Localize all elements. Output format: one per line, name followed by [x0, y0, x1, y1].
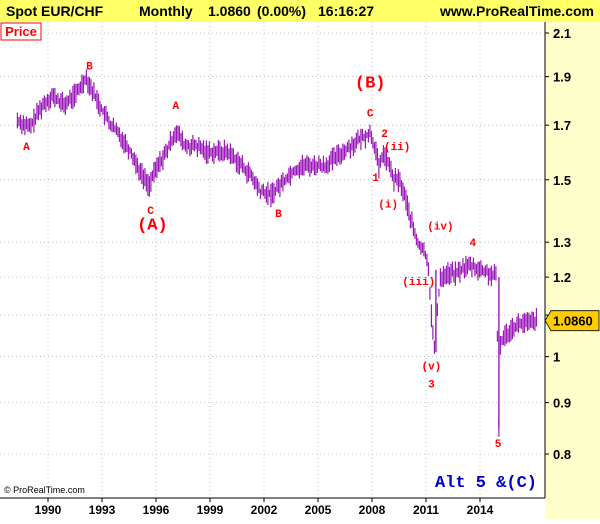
current-price-flag: 1.0860 — [544, 310, 600, 332]
y-tick-label: 1.7 — [553, 118, 571, 133]
wave-label: A — [23, 142, 30, 154]
wave-label: (i) — [378, 200, 398, 212]
y-axis-ticks: 2.11.91.71.51.31.21.110.90.8 — [545, 26, 571, 462]
last-price-header: 1.0860 — [208, 3, 251, 19]
time-label: 16:16:27 — [318, 3, 374, 19]
wave-label: 4 — [469, 238, 476, 250]
y-tick-label: 0.9 — [553, 396, 571, 411]
wave-label: B — [86, 61, 93, 73]
y-tick-label: 1.2 — [553, 270, 571, 285]
x-tick-label: 1996 — [143, 503, 170, 517]
x-tick-label: 2005 — [305, 503, 332, 517]
wave-caption: Alt 5 &(C) — [435, 474, 537, 493]
y-tick-label: 1.3 — [553, 235, 571, 250]
wave-label: A — [172, 101, 179, 113]
price-series — [16, 69, 538, 437]
change-percent: (0.00%) — [257, 3, 306, 19]
wave-label: (iv) — [427, 222, 453, 234]
y-tick-label: 1.9 — [553, 70, 571, 85]
x-tick-label: 2011 — [413, 503, 439, 517]
x-tick-label: 2002 — [251, 503, 278, 517]
x-tick-label: 1999 — [197, 503, 224, 517]
panel-label-box — [0, 22, 42, 41]
wave-label: 3 — [428, 380, 435, 392]
copyright: © ProRealTime.com — [4, 485, 85, 495]
timeframe-label: Monthly — [139, 3, 193, 19]
grid — [0, 22, 545, 498]
x-tick-label: 1990 — [35, 503, 62, 517]
y-tick-label: 0.8 — [553, 447, 571, 462]
wave-label: 1 — [372, 173, 379, 185]
site-label: www.ProRealTime.com — [439, 3, 594, 19]
symbol-title: Spot EUR/CHF — [6, 3, 104, 19]
wave-label: (A) — [137, 217, 168, 236]
wave-label: (B) — [355, 75, 386, 94]
y-axis-background — [545, 0, 600, 519]
x-tick-label: 2014 — [467, 503, 494, 517]
wave-label: C — [147, 206, 154, 218]
current-price-value: 1.0860 — [553, 314, 593, 329]
x-axis-ticks: 1990 1993 1996 1999 2002 2005 2008 2011 2014 — [35, 498, 494, 517]
x-tick-label: 2008 — [359, 503, 386, 517]
y-tick-label: 1.5 — [553, 173, 571, 188]
x-tick-label: 1993 — [89, 503, 116, 517]
wave-label: (ii) — [384, 142, 410, 154]
panel-label: Price — [5, 24, 37, 39]
wave-label: (iii) — [402, 277, 435, 289]
wave-label: C — [367, 109, 374, 121]
current-price-pointer — [544, 310, 600, 332]
wave-label: 2 — [381, 129, 388, 141]
wave-label: 5 — [495, 439, 502, 451]
y-tick-label: 1 — [553, 350, 560, 365]
wave-label: B — [275, 209, 282, 221]
y-tick-label: 2.1 — [553, 26, 571, 41]
header-bar — [0, 0, 600, 22]
wave-label: (v) — [421, 361, 441, 373]
